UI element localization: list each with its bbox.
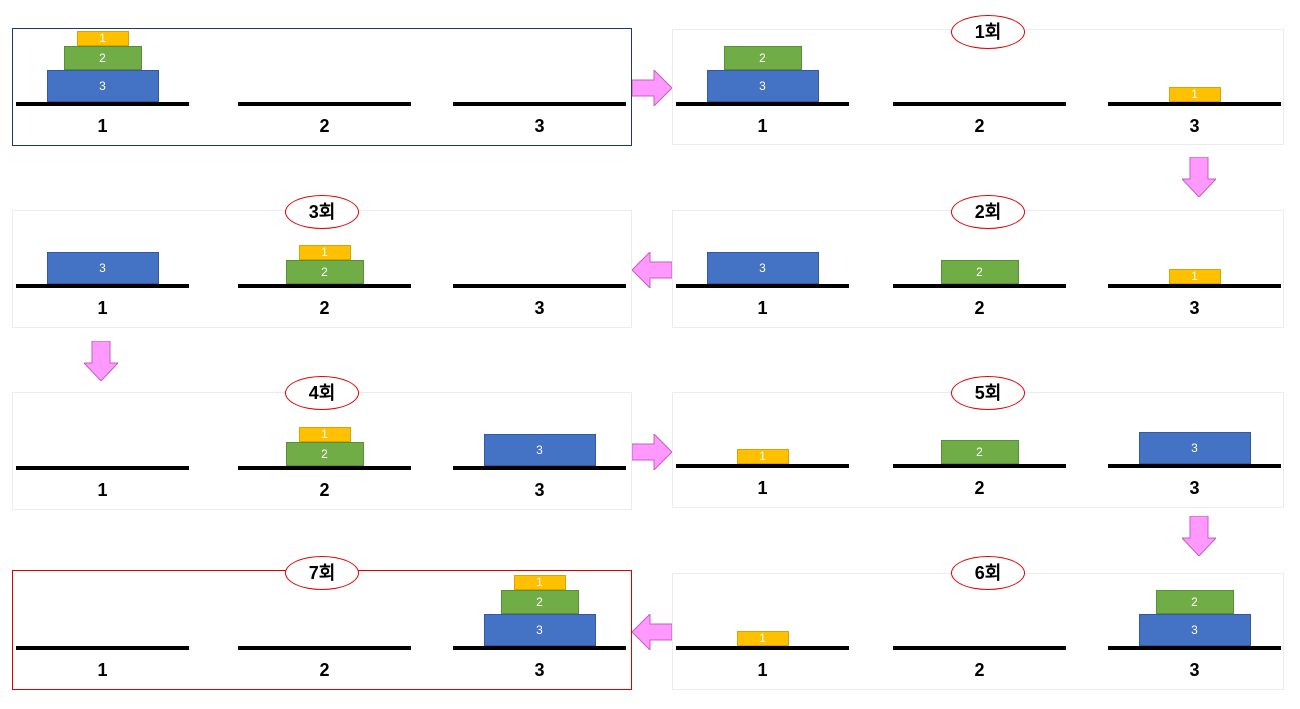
- peg-base: [453, 284, 626, 288]
- peg-label: 3: [534, 116, 545, 136]
- disk-2: 2: [63, 46, 142, 70]
- peg-label: 3: [534, 480, 545, 500]
- peg-base: [16, 102, 189, 106]
- arrow-left-icon: [632, 252, 672, 288]
- peg-base: [1108, 102, 1281, 106]
- peg-label: 2: [974, 116, 985, 136]
- arrow-right-icon: [632, 434, 672, 470]
- peg-label: 3: [534, 298, 545, 318]
- disk-2: 2: [723, 46, 802, 70]
- peg-label: 3: [1189, 478, 1200, 498]
- peg-base: [1108, 284, 1281, 288]
- peg-base: [893, 646, 1066, 650]
- disk-1: 1: [298, 427, 351, 442]
- disk-1: 1: [1168, 87, 1221, 102]
- step-count-badge: 7회: [285, 556, 359, 590]
- disk-1: 1: [298, 245, 351, 260]
- step-count-badge: 6회: [951, 556, 1025, 590]
- step-count-badge: 1회: [951, 15, 1025, 49]
- peg-base: [893, 102, 1066, 106]
- peg-label: 2: [319, 660, 330, 680]
- disk-2: 2: [940, 440, 1019, 464]
- step-count-badge: 2회: [951, 195, 1025, 229]
- peg-base: [676, 464, 849, 468]
- disk-1: 1: [736, 449, 789, 464]
- arrow-left-icon: [632, 614, 672, 650]
- peg-label: 1: [97, 298, 108, 318]
- peg-base: [238, 102, 411, 106]
- arrow-right-icon: [632, 70, 672, 106]
- disk-3: 3: [1138, 432, 1251, 464]
- step-count-badge: 4회: [285, 376, 359, 410]
- peg-label: 1: [97, 480, 108, 500]
- disk-3: 3: [46, 70, 159, 102]
- disk-1: 1: [76, 31, 129, 46]
- arrow-down-icon: [84, 341, 118, 381]
- peg-base: [1108, 464, 1281, 468]
- peg-base: [16, 284, 189, 288]
- disk-2: 2: [285, 260, 364, 284]
- peg-label: 3: [534, 660, 545, 680]
- peg-base: [16, 646, 189, 650]
- peg-label: 2: [319, 480, 330, 500]
- peg-label: 3: [1189, 116, 1200, 136]
- disk-3: 3: [1138, 614, 1251, 646]
- peg-label: 2: [974, 660, 985, 680]
- peg-base: [238, 646, 411, 650]
- peg-label: 1: [757, 478, 768, 498]
- peg-base: [238, 466, 411, 470]
- peg-base: [676, 646, 849, 650]
- arrow-down-icon: [1182, 516, 1216, 556]
- peg-label: 3: [1189, 298, 1200, 318]
- disk-2: 2: [500, 590, 579, 614]
- peg-label: 1: [757, 116, 768, 136]
- peg-base: [453, 102, 626, 106]
- step-count-badge: 5회: [951, 376, 1025, 410]
- peg-base: [453, 466, 626, 470]
- disk-3: 3: [706, 70, 819, 102]
- peg-label: 1: [97, 660, 108, 680]
- disk-1: 1: [736, 631, 789, 646]
- step-count-badge: 3회: [285, 195, 359, 229]
- disk-2: 2: [940, 260, 1019, 284]
- peg-base: [453, 646, 626, 650]
- peg-label: 2: [974, 478, 985, 498]
- disk-3: 3: [483, 434, 596, 466]
- peg-base: [676, 102, 849, 106]
- peg-base: [893, 464, 1066, 468]
- peg-label: 3: [1189, 660, 1200, 680]
- peg-base: [16, 466, 189, 470]
- peg-label: 1: [757, 298, 768, 318]
- disk-2: 2: [1155, 590, 1234, 614]
- disk-3: 3: [46, 252, 159, 284]
- disk-3: 3: [483, 614, 596, 646]
- peg-label: 1: [757, 660, 768, 680]
- disk-1: 1: [513, 575, 566, 590]
- disk-1: 1: [1168, 269, 1221, 284]
- peg-base: [893, 284, 1066, 288]
- arrow-down-icon: [1182, 157, 1216, 197]
- disk-3: 3: [706, 252, 819, 284]
- peg-base: [676, 284, 849, 288]
- peg-label: 2: [974, 298, 985, 318]
- peg-label: 2: [319, 298, 330, 318]
- disk-2: 2: [285, 442, 364, 466]
- peg-label: 2: [319, 116, 330, 136]
- peg-base: [238, 284, 411, 288]
- peg-label: 1: [97, 116, 108, 136]
- peg-base: [1108, 646, 1281, 650]
